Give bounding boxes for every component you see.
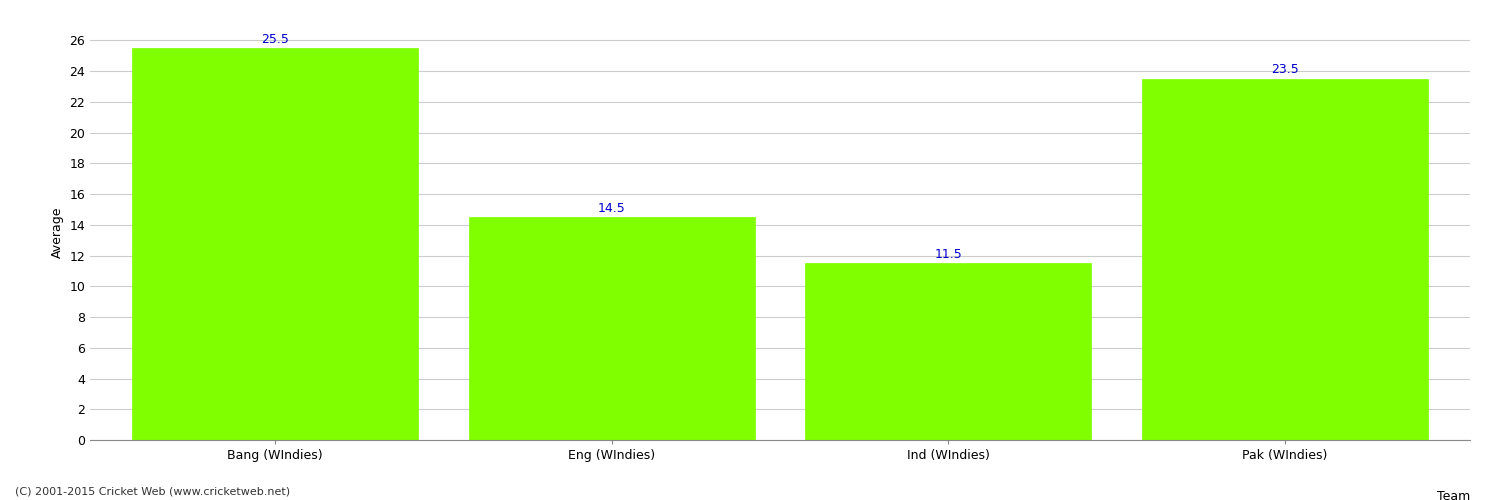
Bar	[468, 217, 754, 440]
Text: 11.5: 11.5	[934, 248, 962, 261]
Y-axis label: Average: Average	[51, 207, 63, 258]
Text: Team: Team	[1437, 490, 1470, 500]
Text: 14.5: 14.5	[598, 202, 625, 215]
Text: (C) 2001-2015 Cricket Web (www.cricketweb.net): (C) 2001-2015 Cricket Web (www.cricketwe…	[15, 487, 290, 497]
Bar	[132, 48, 419, 440]
Bar	[806, 263, 1092, 440]
Text: 23.5: 23.5	[1270, 64, 1299, 76]
Bar	[1142, 79, 1428, 440]
Text: 25.5: 25.5	[261, 33, 290, 46]
